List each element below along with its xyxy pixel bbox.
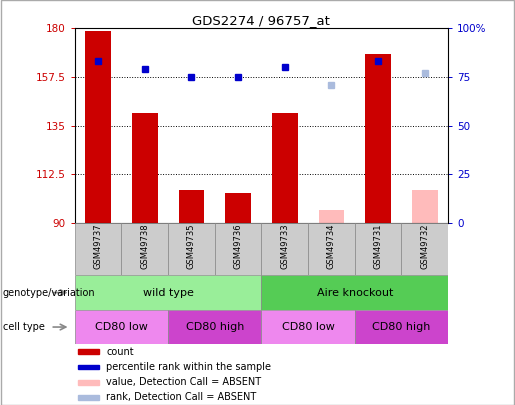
Text: GSM49732: GSM49732: [420, 224, 429, 269]
Text: value, Detection Call = ABSENT: value, Detection Call = ABSENT: [107, 377, 262, 387]
Text: GSM49733: GSM49733: [280, 224, 289, 269]
Text: cell type: cell type: [3, 322, 44, 332]
Bar: [261, 275, 448, 310]
Text: CD80 high: CD80 high: [185, 322, 244, 332]
Text: count: count: [107, 347, 134, 357]
Bar: [225, 192, 251, 223]
Bar: [179, 190, 204, 223]
Bar: [168, 310, 261, 344]
Text: GSM49734: GSM49734: [327, 224, 336, 269]
Bar: [75, 310, 168, 344]
Text: percentile rank within the sample: percentile rank within the sample: [107, 362, 271, 372]
Bar: [272, 113, 298, 223]
Bar: [261, 310, 355, 344]
Text: CD80 low: CD80 low: [95, 322, 148, 332]
Bar: [75, 223, 122, 275]
Bar: [412, 190, 438, 223]
Text: rank, Detection Call = ABSENT: rank, Detection Call = ABSENT: [107, 392, 256, 403]
Bar: [78, 364, 99, 369]
Text: GSM49736: GSM49736: [233, 224, 243, 269]
Text: CD80 high: CD80 high: [372, 322, 431, 332]
Bar: [78, 380, 99, 385]
Bar: [168, 223, 215, 275]
Bar: [365, 54, 391, 223]
Bar: [78, 395, 99, 400]
Text: genotype/variation: genotype/variation: [3, 288, 95, 298]
Text: GSM49731: GSM49731: [373, 224, 383, 269]
Text: GSM49738: GSM49738: [140, 224, 149, 269]
Bar: [308, 223, 355, 275]
Bar: [355, 223, 401, 275]
Bar: [215, 223, 261, 275]
Bar: [78, 350, 99, 354]
Title: GDS2274 / 96757_at: GDS2274 / 96757_at: [193, 14, 330, 27]
Text: wild type: wild type: [143, 288, 194, 298]
Text: GSM49737: GSM49737: [94, 224, 102, 269]
Text: GSM49735: GSM49735: [187, 224, 196, 269]
Bar: [122, 223, 168, 275]
Text: Aire knockout: Aire knockout: [317, 288, 393, 298]
Bar: [85, 30, 111, 223]
Bar: [132, 113, 158, 223]
Bar: [261, 223, 308, 275]
Bar: [75, 275, 261, 310]
Bar: [355, 310, 448, 344]
Bar: [401, 223, 448, 275]
Text: CD80 low: CD80 low: [282, 322, 334, 332]
Bar: [319, 210, 344, 223]
